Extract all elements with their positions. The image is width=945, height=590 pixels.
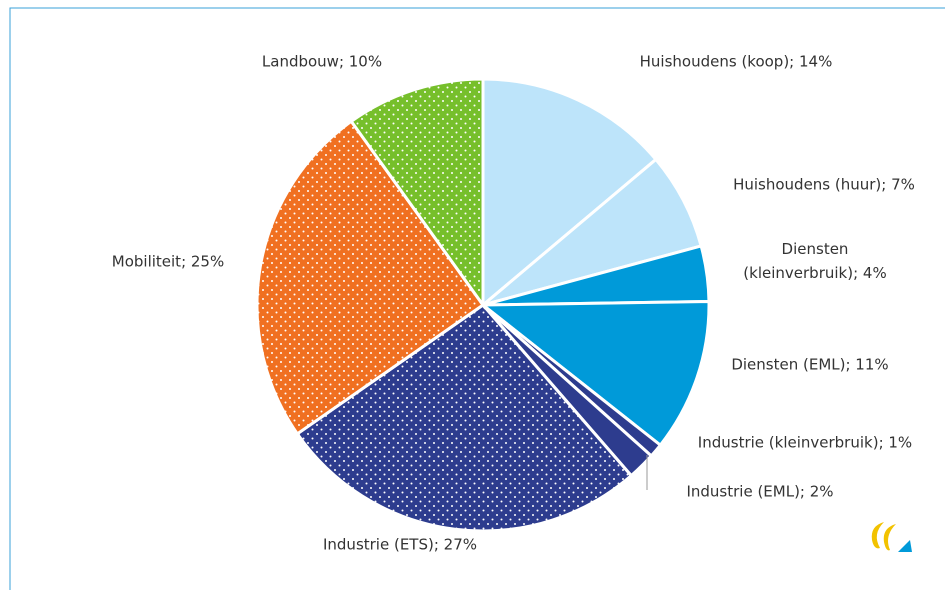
logo — [871, 522, 912, 552]
data-label: Industrie (EML); 2% — [686, 483, 833, 501]
data-label: Mobiliteit; 25% — [112, 253, 224, 271]
data-label: Huishoudens (koop); 14% — [640, 53, 833, 71]
pie-slice — [295, 303, 634, 533]
data-label: Industrie (kleinverbruik); 1% — [698, 434, 912, 452]
data-label: Landbouw; 10% — [262, 53, 382, 71]
data-label: Industrie (ETS); 27% — [323, 536, 477, 554]
pie-slice — [255, 119, 486, 436]
data-label: Diensten (kleinverbruik); 4% — [743, 240, 886, 282]
data-label: Diensten (EML); 11% — [731, 356, 888, 374]
pie-slice — [349, 77, 485, 310]
pie-slice — [481, 77, 658, 309]
frame — [9, 7, 945, 590]
pie-slice — [478, 299, 711, 448]
data-label: Huishoudens (huur); 7% — [733, 176, 915, 194]
